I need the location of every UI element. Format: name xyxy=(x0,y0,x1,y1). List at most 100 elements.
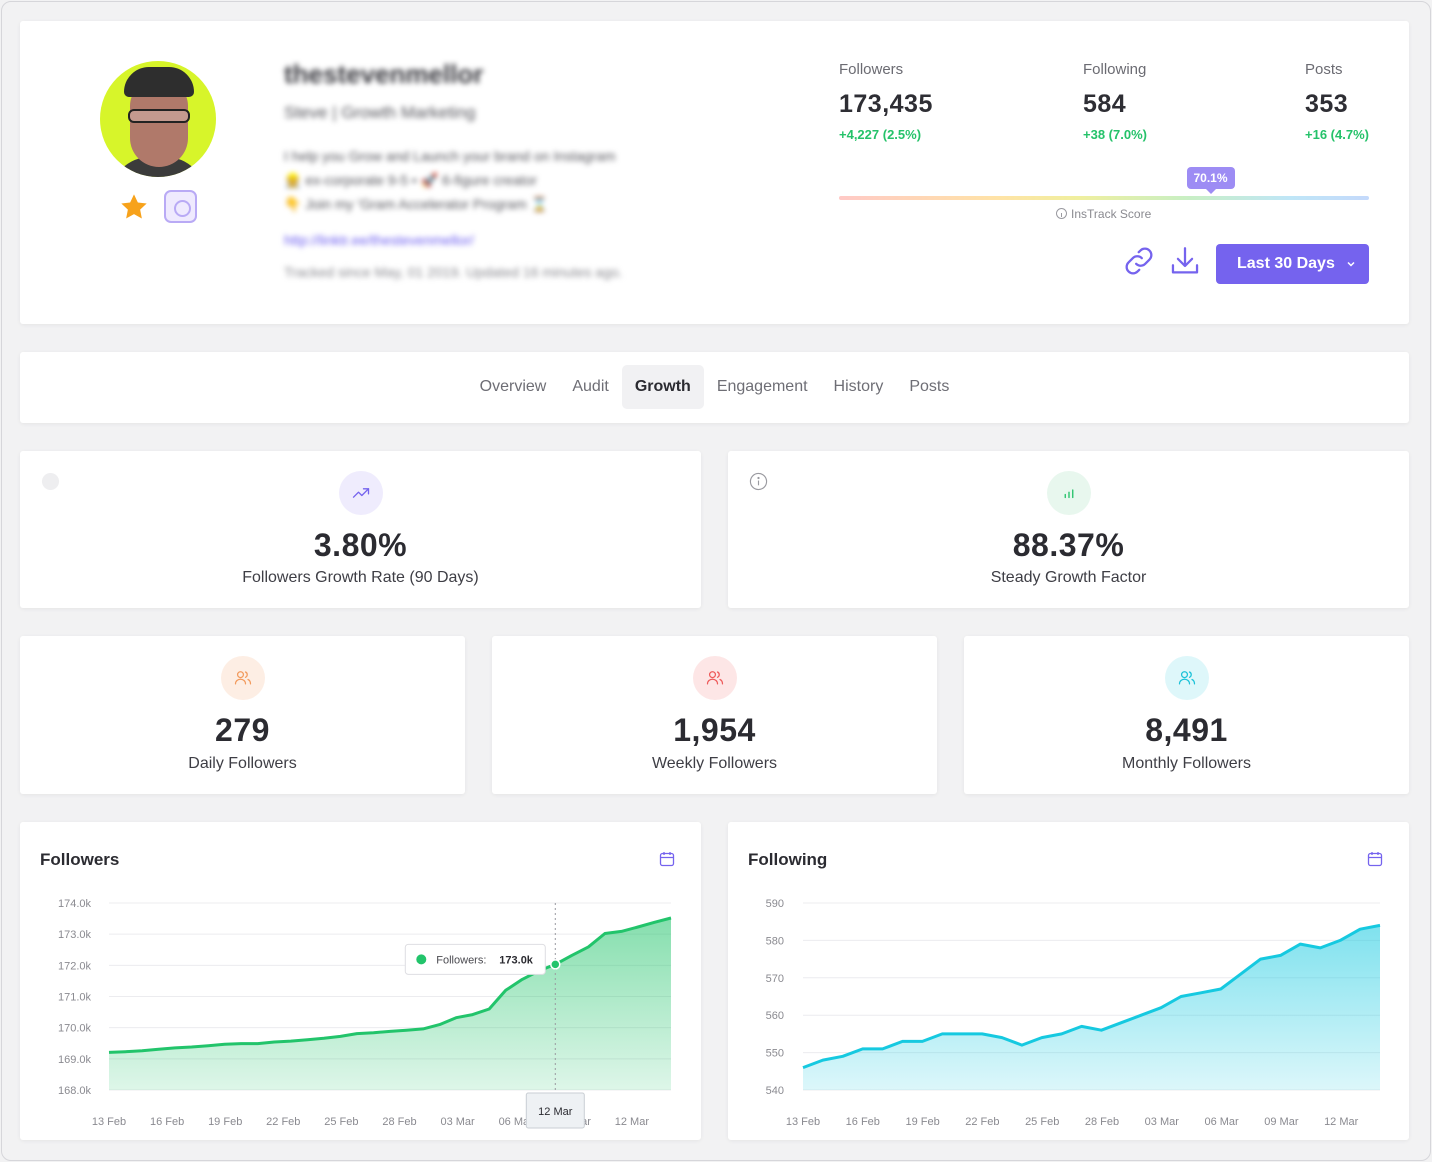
score-label: InsTrack Score xyxy=(1056,207,1151,221)
profile-link[interactable]: http://linktr.ee/thestevenmellor/ xyxy=(284,232,474,248)
data-point xyxy=(124,1050,128,1054)
data-point xyxy=(173,1046,177,1050)
daily-followers-card: 279 Daily Followers xyxy=(20,636,465,794)
x-tick-label: 13 Feb xyxy=(786,1116,820,1128)
x-tick-label: 06 Mar xyxy=(1204,1116,1239,1128)
info-icon[interactable] xyxy=(749,472,768,491)
data-point xyxy=(272,1040,276,1044)
monthly-followers-label: Monthly Followers xyxy=(1122,755,1251,772)
data-point xyxy=(1219,987,1223,991)
date-range-label: Last 30 Days xyxy=(1237,255,1335,272)
weekly-followers-card: 1,954 Weekly Followers xyxy=(492,636,937,794)
data-point xyxy=(586,945,590,949)
x-tick-label: 06 Mar xyxy=(499,1116,534,1128)
data-point xyxy=(438,1023,442,1027)
x-tick-label: 22 Feb xyxy=(266,1116,300,1128)
y-tick-label: 170.0k xyxy=(58,1023,92,1035)
data-point xyxy=(652,920,656,924)
stat-value: 353 xyxy=(1305,90,1349,118)
stat-change: +38 (7.0%) xyxy=(1083,127,1147,142)
data-point xyxy=(1179,995,1183,999)
score-bar xyxy=(839,196,1369,200)
data-point xyxy=(619,929,623,933)
data-point xyxy=(636,925,640,929)
data-point xyxy=(454,1016,458,1020)
data-point xyxy=(603,932,607,936)
x-tick-label: 13 Feb xyxy=(92,1116,126,1128)
data-point xyxy=(1080,1024,1084,1028)
y-tick-label: 590 xyxy=(766,898,784,910)
score-badge: 70.1% xyxy=(1186,167,1235,194)
steady-growth-label: Steady Growth Factor xyxy=(990,569,1147,586)
data-point xyxy=(305,1038,309,1042)
data-point xyxy=(107,1050,111,1054)
following-chart[interactable]: 590 580 570 560 550 540 13 Feb 16 Feb 19 Feb 22 F… xyxy=(728,822,1409,1140)
x-tick-label: 03 Mar xyxy=(440,1116,475,1128)
profile-bio-line: 👷 ex-corporate 9-5 • 🚀 6-figure creator xyxy=(284,172,537,188)
users-icon xyxy=(692,656,737,700)
y-tick-label: 169.0k xyxy=(58,1054,92,1066)
x-tick-label: 16 Feb xyxy=(150,1116,184,1128)
stat-change: +4,227 (2.5%) xyxy=(839,127,922,142)
weekly-followers-value: 1,954 xyxy=(673,712,756,748)
tooltip-legend-dot xyxy=(416,954,427,965)
data-point xyxy=(940,1032,944,1036)
stat-value: 584 xyxy=(1083,90,1127,118)
data-point xyxy=(1060,1032,1064,1036)
followers-chart[interactable]: 174.0k 173.0k 172.0k 171.0k 170.0k 169.0k 168.… xyxy=(20,822,701,1140)
calendar-icon[interactable] xyxy=(1367,851,1383,867)
tab-history[interactable]: History xyxy=(833,378,884,395)
users-icon xyxy=(1164,656,1209,700)
calendar-icon[interactable] xyxy=(659,851,675,867)
growth-rate-card: 3.80% Followers Growth Rate (90 Days) xyxy=(20,451,701,608)
data-point xyxy=(487,1007,491,1011)
tab-growth[interactable]: Growth xyxy=(621,365,704,409)
stat-following: Following 584 +38 (7.0%) xyxy=(1083,61,1147,142)
followers-chart-card: Followers 174.0k 173.0k 172.0k 171.0k 170.0k… xyxy=(20,822,701,1140)
x-tick-label: 12 Mar xyxy=(615,1116,650,1128)
y-tick-label: 173.0k xyxy=(58,929,92,941)
data-point xyxy=(157,1047,161,1051)
info-icon xyxy=(1056,208,1067,219)
data-point xyxy=(190,1045,194,1049)
data-point xyxy=(861,1047,865,1051)
y-tick-label: 570 xyxy=(766,973,784,985)
profile-bio-line: 👇 Join my 'Gram Accelerator Program ⌛ xyxy=(284,196,548,212)
date-range-button[interactable]: Last 30 Days xyxy=(1216,244,1369,284)
x-tick-label: 19 Feb xyxy=(905,1116,939,1128)
data-point xyxy=(1338,938,1342,942)
tab-posts[interactable]: Posts xyxy=(909,378,950,395)
tab-engagement[interactable]: Engagement xyxy=(716,378,808,395)
weekly-followers-label: Weekly Followers xyxy=(651,755,778,772)
x-tick-label: 16 Feb xyxy=(846,1116,880,1128)
data-point xyxy=(1020,1043,1024,1047)
data-point xyxy=(1139,1013,1143,1017)
data-point xyxy=(471,1013,475,1017)
chevron-down-icon xyxy=(1347,261,1355,267)
series-line xyxy=(802,923,1381,1070)
tooltip-x-label: 12 Mar xyxy=(538,1106,573,1118)
data-point xyxy=(371,1031,375,1035)
tab-audit[interactable]: Audit xyxy=(572,378,609,395)
data-point xyxy=(1000,1036,1004,1040)
y-tick-label: 550 xyxy=(766,1048,784,1060)
tab-overview[interactable]: Overview xyxy=(479,378,547,395)
instagram-icon[interactable] xyxy=(164,190,197,223)
info-icon[interactable] xyxy=(41,472,60,491)
star-icon[interactable] xyxy=(118,191,150,223)
tooltip-x-label-box xyxy=(525,1092,585,1129)
link-icon[interactable] xyxy=(1122,244,1156,278)
avatar xyxy=(100,61,216,177)
trend-up-icon xyxy=(338,471,383,515)
download-icon[interactable] xyxy=(1168,244,1202,278)
data-point xyxy=(1298,942,1302,946)
data-point xyxy=(322,1036,326,1040)
data-point xyxy=(421,1027,425,1031)
data-point xyxy=(289,1039,293,1043)
profile-username: thestevenmellor xyxy=(284,59,484,89)
x-tick-label: 28 Feb xyxy=(382,1116,416,1128)
data-point xyxy=(920,1039,924,1043)
data-point xyxy=(1040,1036,1044,1040)
data-point xyxy=(1378,923,1382,927)
stat-label: Following xyxy=(1083,61,1147,78)
